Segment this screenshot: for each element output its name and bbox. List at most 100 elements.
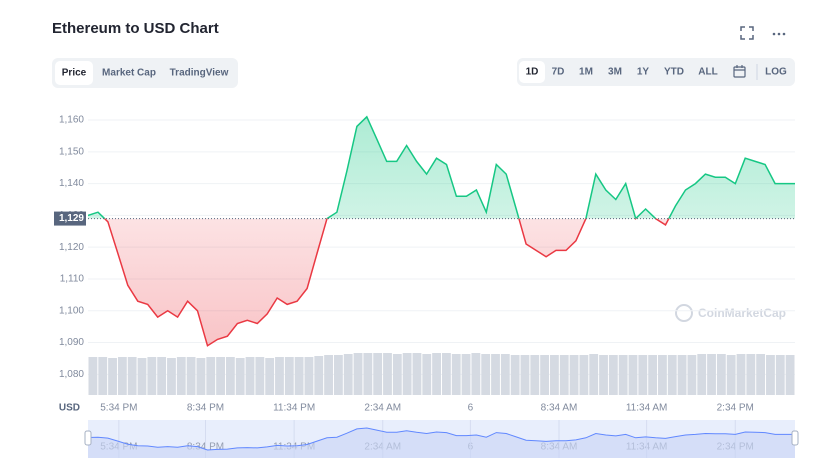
y-axis-label: USD bbox=[59, 403, 80, 414]
volume-bar bbox=[530, 355, 540, 395]
range-button[interactable]: 7D bbox=[552, 67, 565, 78]
volume-bar bbox=[265, 358, 275, 395]
volume-bar bbox=[157, 357, 167, 395]
x-tick-label: 5:34 PM bbox=[100, 403, 137, 414]
volume-bar bbox=[726, 355, 736, 395]
volume-bar bbox=[707, 354, 716, 395]
volume-bar bbox=[88, 357, 98, 395]
volume-bar bbox=[677, 355, 687, 395]
volume-bar bbox=[658, 355, 667, 395]
more-icon[interactable] bbox=[772, 32, 786, 36]
line-down bbox=[103, 218, 670, 347]
y-tick-label: 1,090 bbox=[59, 337, 84, 348]
volume-bar bbox=[422, 354, 432, 395]
y-tick-label: 1,120 bbox=[59, 242, 84, 253]
y-tick-label: 1,160 bbox=[59, 115, 84, 126]
log-button[interactable]: LOG bbox=[765, 67, 787, 78]
volume-bar bbox=[343, 354, 353, 395]
volume-bar bbox=[608, 355, 618, 395]
volume-bar bbox=[412, 353, 422, 395]
volume-bar bbox=[746, 354, 756, 395]
calendar-icon[interactable] bbox=[733, 65, 746, 78]
range-active[interactable] bbox=[519, 61, 545, 83]
volume-bar bbox=[628, 355, 638, 395]
y-tick-label: 1,080 bbox=[59, 369, 84, 380]
range-button[interactable]: ALL bbox=[698, 67, 717, 78]
volume-bar bbox=[775, 355, 785, 395]
x-tick-label: 11:34 PM bbox=[273, 403, 315, 414]
x-tick-label: 6 bbox=[468, 403, 474, 414]
tab[interactable]: TradingView bbox=[170, 68, 229, 79]
volume-bar bbox=[589, 354, 599, 395]
volume-bar bbox=[736, 354, 746, 395]
x-tick-label: 8:34 AM bbox=[541, 403, 578, 414]
volume-bar bbox=[294, 357, 304, 395]
volume-bar bbox=[520, 355, 530, 395]
reference-label: 1,129 bbox=[59, 213, 84, 224]
x-tick-label: 2:34 PM bbox=[717, 403, 754, 414]
volume-bar bbox=[353, 353, 363, 395]
volume-bar bbox=[206, 357, 216, 395]
volume-bar bbox=[559, 355, 569, 395]
y-tick-label: 1,110 bbox=[60, 274, 85, 285]
fullscreen-icon[interactable] bbox=[740, 26, 754, 40]
tab-active[interactable] bbox=[55, 61, 93, 85]
tab-group bbox=[52, 58, 238, 88]
volume-bar bbox=[510, 355, 520, 395]
tab[interactable]: Market Cap bbox=[102, 68, 156, 79]
volume-bar bbox=[98, 357, 108, 395]
navigator-handle bbox=[84, 430, 92, 446]
reference-tag bbox=[54, 211, 86, 226]
tab[interactable]: Price bbox=[62, 68, 87, 79]
x-tick-label: 8:34 PM bbox=[187, 403, 224, 414]
volume-bar bbox=[648, 355, 658, 395]
volume-bar bbox=[442, 353, 451, 395]
volume-bar bbox=[304, 357, 314, 395]
range-button[interactable]: 3M bbox=[608, 67, 622, 78]
volume-bar bbox=[275, 357, 284, 395]
range-button[interactable]: 1M bbox=[579, 67, 593, 78]
volume-bar bbox=[186, 357, 196, 395]
volume-bar bbox=[402, 353, 412, 395]
volume-bar bbox=[471, 353, 481, 395]
volume-bar bbox=[176, 357, 186, 395]
volume-bar bbox=[461, 354, 471, 395]
volume-bar bbox=[500, 354, 510, 395]
range-button[interactable]: 1D bbox=[526, 67, 539, 78]
volume-bar bbox=[392, 354, 402, 395]
volume-bar bbox=[618, 355, 628, 395]
volume-bar bbox=[373, 353, 383, 395]
volume-bar bbox=[766, 355, 775, 395]
volume-bar bbox=[716, 354, 726, 395]
volume-bar bbox=[127, 357, 137, 395]
navigator-line bbox=[87, 427, 795, 451]
volume-bar bbox=[167, 358, 176, 395]
range-button[interactable]: 1Y bbox=[637, 67, 650, 78]
navigator-area bbox=[88, 428, 795, 458]
volume-bar bbox=[383, 353, 392, 395]
volume-bar bbox=[550, 355, 559, 395]
y-tick-label: 1,100 bbox=[59, 305, 84, 316]
volume-bar bbox=[117, 357, 127, 395]
volume-bar bbox=[579, 355, 589, 395]
volume-bar bbox=[785, 355, 795, 395]
volume-bar bbox=[697, 354, 707, 395]
y-tick-label: 1,150 bbox=[59, 146, 84, 157]
volume-bar bbox=[108, 358, 117, 395]
volume-bar bbox=[667, 355, 677, 395]
volume-bar bbox=[245, 357, 255, 395]
watermark-text: CoinMarketCap bbox=[698, 306, 786, 320]
volume-bar bbox=[255, 357, 265, 395]
volume-bar bbox=[599, 355, 608, 395]
volume-bar bbox=[432, 353, 441, 395]
x-tick-label: 2:34 AM bbox=[364, 403, 401, 414]
volume-bar bbox=[147, 357, 157, 395]
range-button[interactable]: YTD bbox=[664, 67, 684, 78]
title: Ethereum to USD Chart bbox=[52, 20, 219, 37]
navigator-handle bbox=[791, 430, 799, 446]
volume-bar bbox=[363, 353, 373, 395]
volume-bar bbox=[137, 358, 147, 395]
volume-bar bbox=[216, 357, 225, 395]
